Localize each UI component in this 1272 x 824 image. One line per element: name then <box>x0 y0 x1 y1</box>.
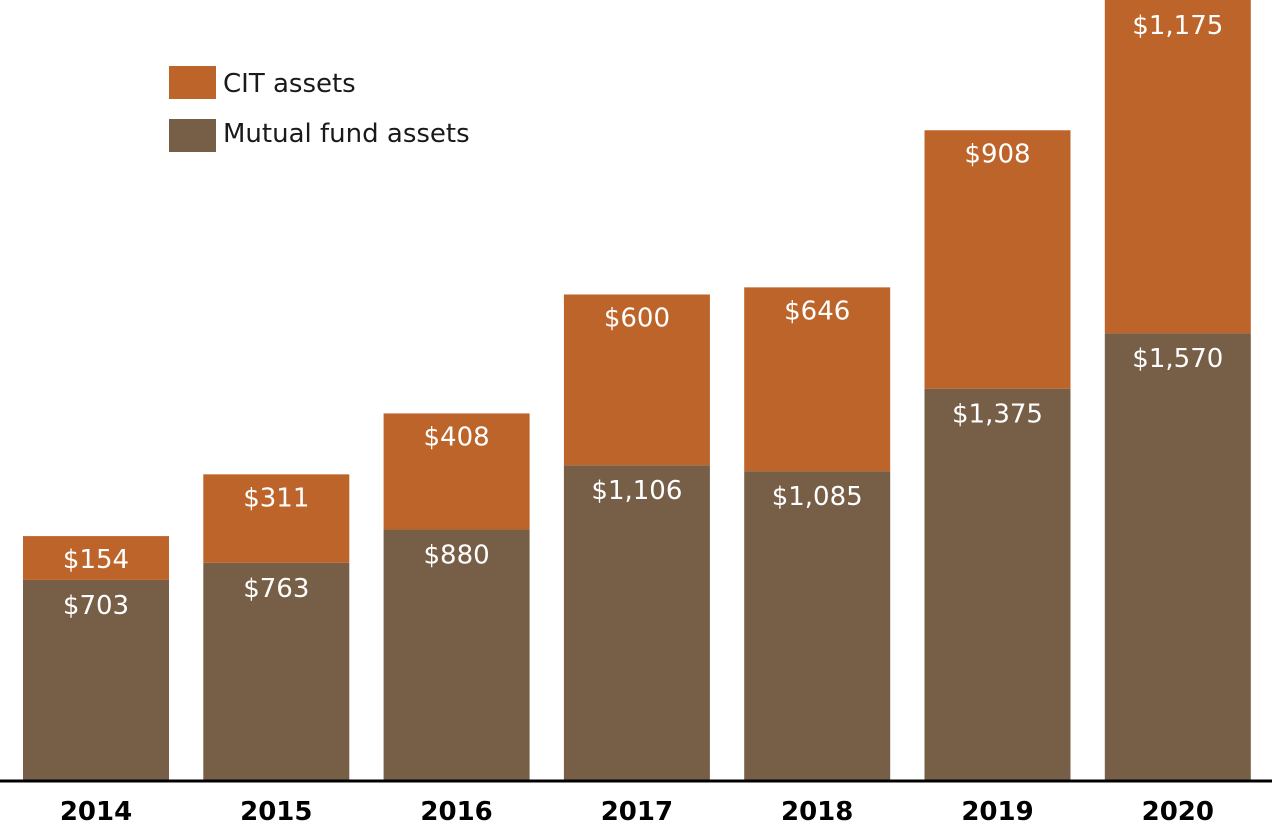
bar-cit-2014 <box>23 536 169 580</box>
bar-mutual-fund-2014 <box>23 579 169 781</box>
x-tick-label-2016: 2016 <box>420 797 492 824</box>
value-label-cit-2017: $600 <box>604 303 670 333</box>
bar-cit-2016 <box>383 413 530 530</box>
bar-mutual-fund-2015 <box>203 562 350 781</box>
value-label-mutual-fund-2016: $880 <box>424 541 490 571</box>
x-tick-label-2014: 2014 <box>60 797 132 824</box>
value-label-cit-2016: $408 <box>424 422 490 452</box>
legend-swatch-mutual-fund-assets <box>169 119 216 152</box>
value-label-cit-2015: $311 <box>243 483 309 513</box>
value-label-mutual-fund-2019: $1,375 <box>952 400 1043 430</box>
x-tick-label-2020: 2020 <box>1142 797 1214 824</box>
value-label-mutual-fund-2020: $1,570 <box>1132 344 1223 374</box>
bar-mutual-fund-2019 <box>924 388 1071 781</box>
x-tick-label-2018: 2018 <box>781 797 853 824</box>
bars-layer <box>23 0 1251 781</box>
legend: CIT assets Mutual fund assets <box>169 66 470 152</box>
value-label-cit-2020: $1,175 <box>1132 11 1223 41</box>
legend-label-cit-assets: CIT assets <box>223 69 356 99</box>
x-tick-label-2015: 2015 <box>240 797 312 824</box>
bar-mutual-fund-2020 <box>1104 333 1251 781</box>
x-tick-label-2019: 2019 <box>961 797 1033 824</box>
legend-swatch-cit-assets <box>169 66 216 99</box>
bar-mutual-fund-2018 <box>744 471 891 781</box>
value-label-cit-2019: $908 <box>964 139 1030 169</box>
x-axis-tick-labels: 2014 2015 2016 2017 2018 2019 2020 <box>60 797 1214 824</box>
x-tick-label-2017: 2017 <box>601 797 673 824</box>
value-label-mutual-fund-2017: $1,106 <box>591 476 682 506</box>
bar-cit-2019 <box>924 130 1071 389</box>
value-labels-layer: $703 $154 $763 $311 $880 $408 $1,106 $600 $1,085… <box>63 11 1223 621</box>
bar-mutual-fund-2016 <box>383 529 530 781</box>
value-label-mutual-fund-2014: $703 <box>63 591 129 621</box>
value-label-mutual-fund-2015: $763 <box>243 574 309 604</box>
bar-cit-2017 <box>563 294 710 466</box>
bar-cit-2018 <box>744 287 891 472</box>
bar-cit-2015 <box>203 474 350 563</box>
bar-cit-2020 <box>1104 0 1251 334</box>
value-label-cit-2018: $646 <box>784 296 850 326</box>
value-label-mutual-fund-2018: $1,085 <box>772 482 863 512</box>
bar-mutual-fund-2017 <box>563 465 710 781</box>
value-label-cit-2014: $154 <box>63 545 129 575</box>
legend-label-mutual-fund-assets: Mutual fund assets <box>223 119 470 149</box>
